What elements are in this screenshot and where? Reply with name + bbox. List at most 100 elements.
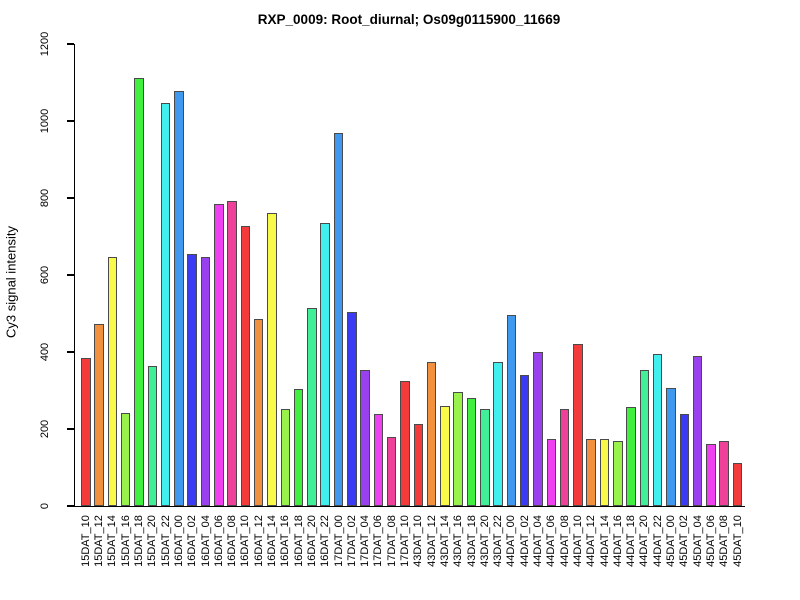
y-tick-label: 200: [39, 419, 51, 439]
x-tick-label: 17DAT_02: [345, 515, 358, 567]
y-axis-label: Cy3 signal intensity: [3, 226, 19, 338]
bar: [533, 352, 543, 506]
x-tick-label: 44DAT_00: [505, 515, 518, 567]
x-tick-label: 15DAT_18: [133, 515, 145, 567]
x-tick-label: 44DAT_04: [532, 515, 544, 567]
x-tick-label: 16DAT_22: [319, 515, 332, 567]
bar: [293, 388, 304, 506]
bar: [240, 225, 251, 506]
x-tick-label: 43DAT_14: [438, 515, 451, 567]
x-tick-label: 17DAT_08: [385, 515, 398, 567]
x-tick-label: 15DAT_14: [106, 515, 119, 567]
x-tick-label: 44DAT_10: [571, 515, 584, 567]
x-tick-label: 44DAT_02: [518, 515, 531, 567]
x-tick-label: 16DAT_06: [212, 515, 225, 567]
x-tick-label: 44DAT_20: [638, 515, 651, 567]
y-tick-mark: [67, 428, 74, 430]
bar: [652, 353, 663, 506]
bar: [706, 443, 716, 506]
y-tick-mark: [67, 120, 74, 122]
x-tick-label: 44DAT_16: [611, 515, 624, 567]
bar: [174, 91, 184, 506]
y-tick-label: 0: [39, 502, 51, 510]
bar: [573, 343, 583, 506]
x-tick-label: 43DAT_10: [412, 515, 425, 567]
bar: [546, 439, 557, 506]
bar: [413, 423, 424, 506]
y-tick-mark: [67, 351, 74, 353]
bar: [214, 203, 224, 506]
bar: [506, 315, 517, 506]
x-tick-label: 16DAT_00: [172, 515, 185, 567]
bar: [347, 312, 357, 506]
x-tick-label: 45DAT_02: [678, 515, 691, 567]
bar: [253, 318, 264, 506]
bar: [200, 256, 211, 506]
x-tick-label: 44DAT_06: [545, 515, 558, 567]
x-tick-label: 44DAT_08: [558, 515, 571, 567]
chart-title: RXP_0009: Root_diurnal; Os09g0115900_116…: [257, 12, 561, 27]
bar: [692, 356, 703, 506]
x-axis-line: [73, 506, 745, 508]
x-tick-label: 16DAT_20: [305, 515, 318, 567]
bar: [679, 413, 690, 506]
x-tick-label: 43DAT_20: [478, 515, 491, 567]
x-tick-label: 16DAT_08: [226, 515, 239, 567]
y-tick-label: 800: [39, 188, 51, 208]
bar: [519, 374, 530, 506]
y-tick-label: 1000: [39, 108, 51, 134]
bar: [120, 412, 131, 506]
x-tick-label: 15DAT_12: [93, 515, 106, 567]
x-tick-label: 17DAT_10: [399, 515, 411, 567]
bar: [559, 408, 570, 506]
bar: [586, 439, 596, 506]
x-tick-label: 16DAT_12: [252, 515, 265, 567]
bar: [440, 405, 450, 506]
bar: [613, 440, 623, 506]
x-tick-label: 45DAT_10: [731, 515, 744, 567]
y-tick-label: 1200: [39, 31, 51, 57]
x-tick-label: 43DAT_12: [425, 515, 438, 567]
x-tick-label: 15DAT_22: [159, 515, 172, 567]
x-tick-label: 43DAT_22: [492, 515, 505, 567]
x-tick-label: 44DAT_12: [585, 515, 598, 567]
x-tick-label: 15DAT_16: [119, 515, 132, 567]
y-axis-line: [73, 44, 75, 507]
x-tick-label: 17DAT_06: [372, 515, 385, 567]
bar: [333, 132, 344, 506]
x-tick-label: 44DAT_22: [651, 515, 664, 567]
bar: [187, 253, 197, 506]
x-tick-label: 17DAT_04: [359, 515, 372, 567]
x-tick-label: 45DAT_08: [718, 515, 731, 567]
bar: [666, 388, 676, 506]
y-tick-mark: [67, 505, 74, 507]
x-tick-label: 16DAT_10: [239, 515, 252, 567]
bar: [81, 357, 91, 506]
x-tick-label: 16DAT_18: [292, 515, 305, 567]
y-tick-mark: [67, 274, 74, 276]
x-tick-label: 43DAT_18: [465, 515, 478, 567]
bar: [267, 212, 277, 506]
x-tick-label: 15DAT_20: [146, 515, 159, 567]
bar: [480, 408, 490, 506]
bar: [280, 408, 291, 506]
x-tick-label: 16DAT_16: [279, 515, 292, 567]
bar: [373, 413, 384, 506]
x-tick-label: 45DAT_04: [691, 515, 704, 567]
bar: [719, 441, 729, 506]
bar: [400, 381, 410, 506]
bar: [599, 439, 610, 506]
bar: [320, 223, 330, 506]
y-tick-label: 400: [39, 342, 51, 362]
bar: [732, 462, 743, 506]
x-tick-label: 43DAT_16: [452, 515, 465, 567]
bar: [107, 256, 118, 506]
bar: [386, 436, 397, 506]
x-tick-label: 44DAT_14: [598, 515, 611, 567]
bar: [426, 362, 437, 506]
x-tick-label: 16DAT_02: [186, 515, 199, 567]
y-tick-mark: [67, 197, 74, 199]
bar: [466, 398, 477, 506]
x-tick-label: 15DAT_10: [79, 515, 92, 567]
